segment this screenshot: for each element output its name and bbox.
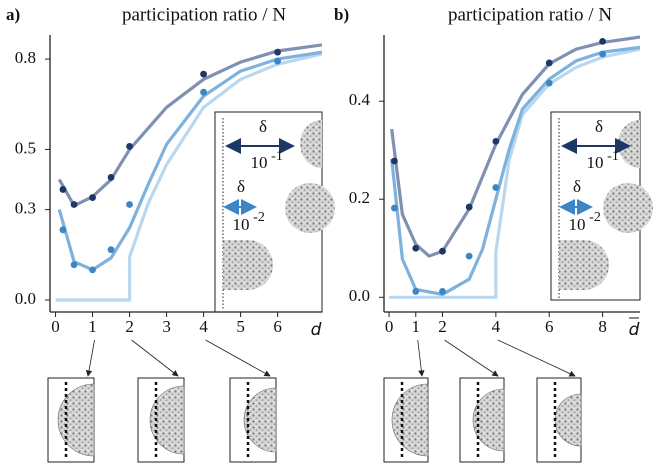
data-point bbox=[70, 261, 78, 269]
data-point bbox=[599, 50, 607, 58]
y-tick-label: 0.3 bbox=[15, 199, 36, 218]
y-tick-label: 0.2 bbox=[349, 188, 370, 207]
series-line bbox=[389, 47, 640, 299]
inset-disc bbox=[285, 183, 335, 233]
x-tick-label: 1 bbox=[412, 317, 421, 336]
y-tick-label: 0.0 bbox=[15, 289, 36, 308]
thumb-disc bbox=[149, 385, 185, 455]
inset-label: 10 bbox=[251, 153, 268, 172]
inset-disc bbox=[603, 183, 653, 233]
panel-label: a) bbox=[6, 5, 20, 24]
thumb-arrow bbox=[205, 339, 271, 377]
y-tick-label: 0.5 bbox=[15, 138, 36, 157]
data-point bbox=[599, 37, 607, 45]
chart-title: participation ratio / N bbox=[122, 4, 286, 25]
panel-label: b) bbox=[334, 5, 349, 24]
x-tick-label: 0 bbox=[51, 317, 60, 336]
x-tick-label: 6 bbox=[545, 317, 554, 336]
data-point bbox=[274, 48, 281, 56]
data-point bbox=[465, 203, 473, 211]
series-line bbox=[55, 52, 322, 302]
inset-label: δ bbox=[259, 117, 267, 136]
thumb-arrow bbox=[417, 339, 425, 377]
data-point bbox=[545, 59, 553, 67]
x-axis-label: d bbox=[311, 320, 322, 340]
x-tick-label: 6 bbox=[273, 317, 282, 336]
x-tick-label: 1 bbox=[88, 317, 97, 336]
inset-label: -1 bbox=[271, 149, 283, 164]
x-tick-label: 4 bbox=[199, 317, 208, 336]
y-tick-label: 0.8 bbox=[15, 48, 36, 67]
data-point bbox=[89, 194, 96, 201]
thumb-disc bbox=[554, 393, 582, 447]
data-point bbox=[200, 70, 207, 78]
x-tick-label: 4 bbox=[492, 317, 501, 336]
inset-label: δ bbox=[237, 177, 245, 196]
data-point bbox=[412, 244, 420, 252]
y-tick-label: 0.4 bbox=[349, 90, 371, 109]
data-point bbox=[391, 204, 398, 212]
inset-disc bbox=[223, 240, 273, 290]
data-point bbox=[492, 184, 500, 191]
data-point bbox=[391, 157, 398, 165]
x-tick-label: 3 bbox=[162, 317, 171, 336]
x-tick-label: 0 bbox=[385, 317, 394, 336]
inset-label: -1 bbox=[607, 149, 619, 164]
inset-label: 10 bbox=[569, 215, 586, 234]
x-tick-label: 5 bbox=[236, 317, 245, 336]
data-point bbox=[70, 201, 78, 208]
series-line bbox=[57, 43, 322, 208]
inset-label: δ bbox=[595, 117, 603, 136]
series-line bbox=[390, 35, 640, 258]
data-point bbox=[200, 88, 207, 96]
inset-disc bbox=[300, 120, 322, 168]
thumb-disc bbox=[243, 387, 277, 453]
inset-label: 10 bbox=[233, 215, 250, 234]
data-point bbox=[59, 226, 67, 234]
data-point bbox=[545, 79, 553, 87]
inset-label: δ bbox=[573, 177, 581, 196]
data-point bbox=[59, 186, 67, 193]
inset-label: -2 bbox=[589, 210, 601, 225]
inset-label: -2 bbox=[253, 210, 265, 225]
thumb-arrow bbox=[444, 339, 499, 377]
x-tick-label: 2 bbox=[438, 317, 447, 336]
inset-label: 10 bbox=[587, 153, 604, 172]
data-point bbox=[274, 57, 281, 65]
data-point bbox=[492, 137, 500, 145]
data-point bbox=[126, 201, 133, 208]
x-axis-label: d bbox=[629, 320, 640, 340]
data-point bbox=[89, 266, 96, 274]
data-point bbox=[412, 288, 420, 295]
data-point bbox=[439, 247, 446, 255]
y-tick-label: 0.0 bbox=[349, 286, 370, 305]
data-point bbox=[465, 252, 473, 260]
thumb-arrow bbox=[85, 339, 95, 377]
chart-title: participation ratio / N bbox=[448, 4, 612, 25]
thumb-disc bbox=[472, 388, 505, 452]
inset-disc bbox=[559, 240, 609, 290]
data-point bbox=[439, 288, 446, 295]
x-tick-label: 2 bbox=[125, 317, 134, 336]
x-tick-label: 8 bbox=[598, 317, 607, 336]
data-point bbox=[126, 143, 133, 150]
data-point bbox=[107, 174, 115, 181]
thumb-arrow bbox=[131, 339, 179, 377]
thumb-arrow bbox=[497, 339, 576, 377]
series-line bbox=[57, 50, 322, 272]
data-point bbox=[107, 246, 115, 254]
